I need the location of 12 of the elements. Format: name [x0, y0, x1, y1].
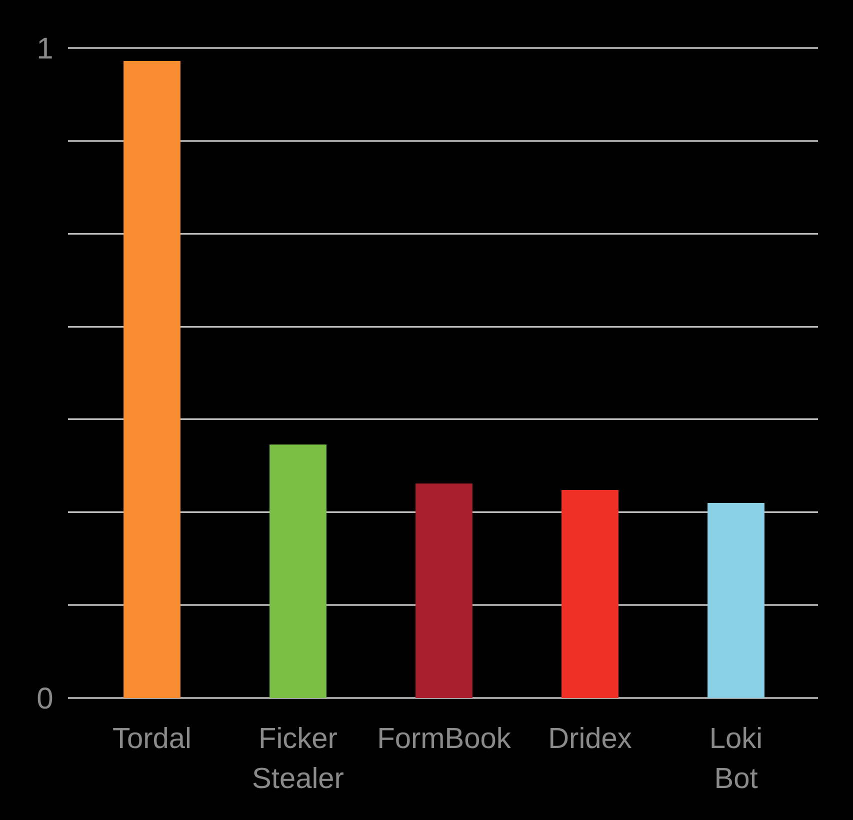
x-tick-label: Tordal: [112, 723, 192, 755]
x-tick-label: Ficker Stealer: [252, 723, 344, 795]
bar: [124, 61, 180, 698]
bar: [270, 444, 326, 698]
y-tick-label: 1: [36, 32, 54, 66]
x-tick-label: Loki Bot: [709, 723, 763, 795]
bar: [562, 490, 618, 698]
bar: [416, 484, 472, 698]
y-tick-label: 0: [36, 682, 54, 716]
x-tick-label: FormBook: [377, 723, 512, 755]
x-tick-label: Dridex: [548, 723, 632, 755]
bar: [708, 503, 764, 698]
